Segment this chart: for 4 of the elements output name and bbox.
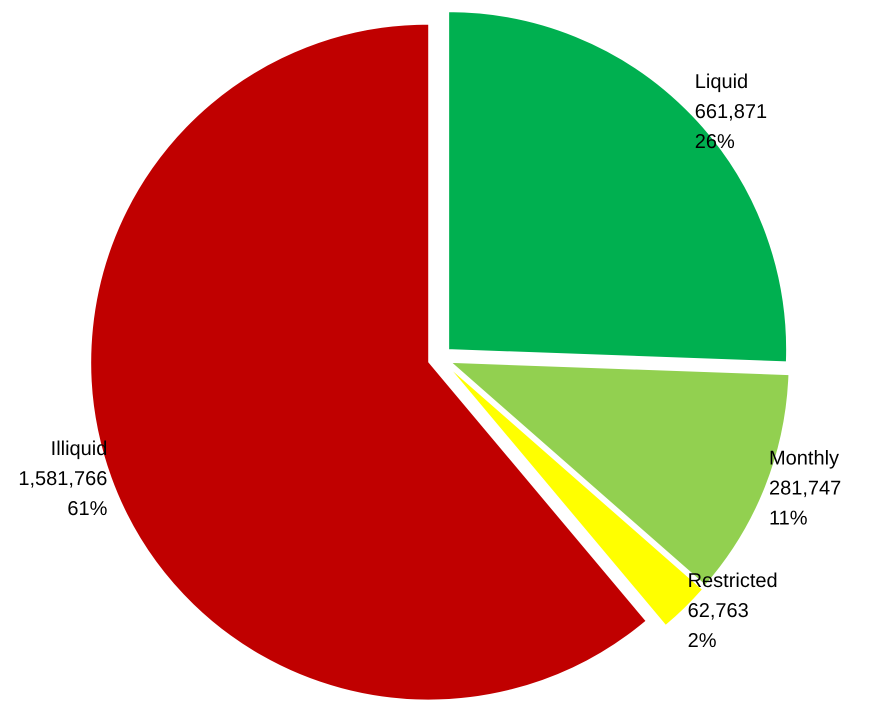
slice-label: Liquid	[694, 71, 748, 94]
data-label: 1,581,766 61%	[18, 468, 108, 520]
data-label: 281,747 11%	[769, 478, 842, 530]
data-label: 62,763 2%	[688, 600, 749, 652]
